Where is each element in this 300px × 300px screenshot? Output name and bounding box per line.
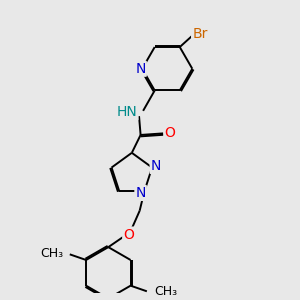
Text: N: N bbox=[135, 186, 146, 200]
Text: CH₃: CH₃ bbox=[40, 247, 63, 260]
Text: HN: HN bbox=[117, 105, 137, 119]
Text: CH₃: CH₃ bbox=[154, 285, 177, 298]
Text: O: O bbox=[123, 228, 134, 242]
Text: N: N bbox=[151, 159, 161, 173]
Text: N: N bbox=[135, 62, 146, 76]
Text: O: O bbox=[165, 126, 176, 140]
Text: Br: Br bbox=[192, 27, 208, 40]
